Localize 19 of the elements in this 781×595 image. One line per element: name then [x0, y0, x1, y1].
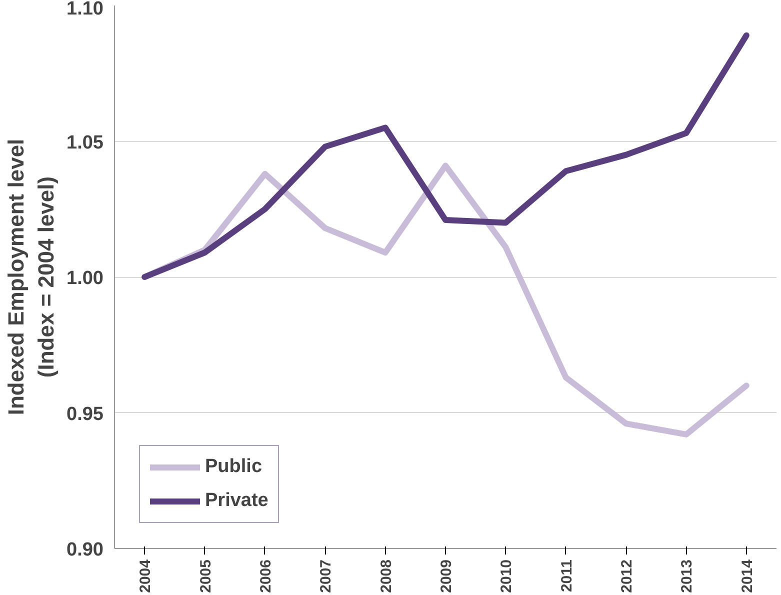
- x-tick-label: 2008: [378, 559, 395, 593]
- y-tick-label: 1.00: [66, 268, 104, 289]
- x-tick-label: 2005: [197, 559, 214, 593]
- x-tick-label: 2009: [438, 559, 455, 593]
- y-tick-label: 1.10: [66, 0, 104, 20]
- x-tick-label: 2010: [498, 559, 516, 593]
- legend-label: Private: [205, 490, 268, 512]
- legend-label: Public: [205, 456, 262, 478]
- y-tick-label: 1.05: [66, 132, 104, 154]
- x-tick-label: 2004: [137, 558, 154, 593]
- x-tick-label: 2012: [618, 559, 636, 593]
- y-axis-title: Indexed Employment level (Index = 2004 level): [4, 138, 59, 416]
- y-tick-label: 0.95: [66, 404, 104, 425]
- x-tick-label: 2011: [558, 559, 576, 592]
- x-tick-label: 2013: [678, 559, 696, 593]
- x-tick-label: 2014: [738, 558, 756, 593]
- x-tick-label: 2006: [257, 559, 274, 593]
- x-tick-label: 2007: [318, 559, 335, 593]
- y-tick-label: 0.90: [66, 540, 104, 560]
